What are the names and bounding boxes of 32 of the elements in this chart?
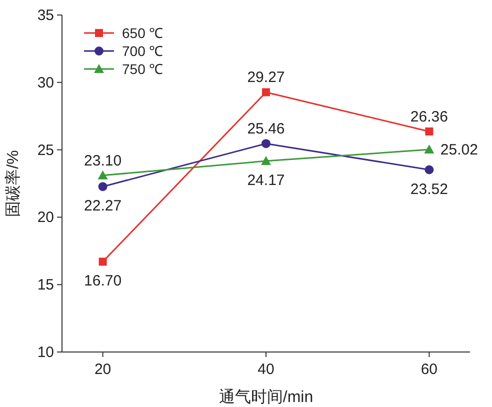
point <box>424 165 434 174</box>
y-tick-label: 20 <box>37 209 54 226</box>
point <box>98 182 108 192</box>
point <box>262 139 270 148</box>
y-axis-title: 固碳率/% <box>4 150 22 217</box>
y-tick-label: 15 <box>37 276 54 294</box>
data-label: 24.17 <box>247 172 285 189</box>
point <box>98 258 107 266</box>
legend-label: 750 ℃ <box>122 61 164 77</box>
data-label: 16.70 <box>84 272 122 290</box>
data-label: 22.27 <box>84 198 122 215</box>
data-label: 25.02 <box>440 142 478 159</box>
x-axis-title: 通气时间/min <box>218 388 314 406</box>
point <box>261 156 271 165</box>
y-tick-label: 25 <box>37 142 54 159</box>
x-tick-label: 60 <box>420 361 438 378</box>
x-tick-label: 20 <box>94 361 112 378</box>
y-tick-label: 30 <box>37 74 54 92</box>
legend-label: 700 ℃ <box>122 43 164 59</box>
legend-label: 650 ℃ <box>122 25 164 41</box>
point <box>98 170 108 180</box>
data-label: 23.10 <box>84 152 122 170</box>
point <box>262 88 270 96</box>
data-label: 29.27 <box>247 69 285 86</box>
data-label: 26.36 <box>410 108 448 126</box>
y-tick-label: 10 <box>37 344 54 361</box>
data-label: 25.46 <box>247 120 285 138</box>
point <box>424 144 434 154</box>
y-tick-label: 35 <box>37 7 54 24</box>
x-tick-label: 40 <box>258 361 274 378</box>
point <box>425 127 434 136</box>
data-label: 23.52 <box>410 180 448 198</box>
